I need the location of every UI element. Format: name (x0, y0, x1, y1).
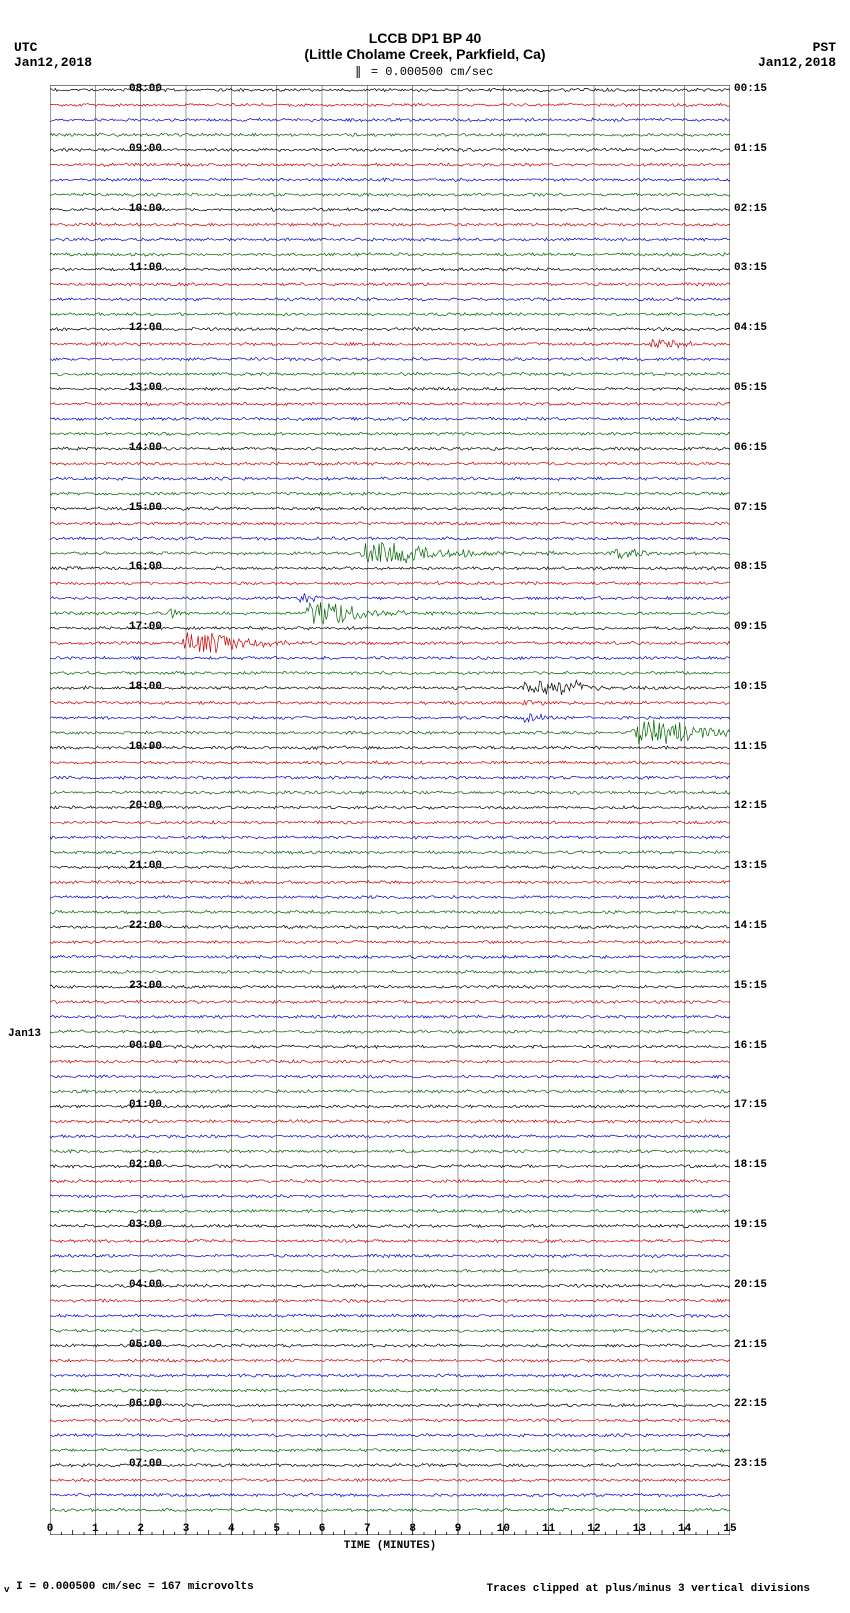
time-label-left: 06:00 (8, 1398, 162, 1410)
x-tick-label: 14 (678, 1523, 691, 1535)
x-tick-label: 13 (633, 1523, 646, 1535)
scale-legend-text: = 0.000500 cm/sec (371, 65, 493, 79)
time-label-right: 13:15 (734, 860, 767, 872)
time-label-right: 17:15 (734, 1099, 767, 1111)
x-tick-label: 5 (273, 1523, 280, 1535)
chart-header: LCCB DP1 BP 40 (Little Cholame Creek, Pa… (0, 30, 850, 62)
time-label-right: 04:15 (734, 322, 767, 334)
time-label-right: 07:15 (734, 502, 767, 514)
scale-legend: = 0.000500 cm/sec (357, 65, 494, 79)
time-label-right: 11:15 (734, 741, 767, 753)
time-label-left: 15:00 (8, 502, 162, 514)
time-label-left: 11:00 (8, 262, 162, 274)
time-label-left: 04:00 (8, 1279, 162, 1291)
location-title: (Little Cholame Creek, Parkfield, Ca) (0, 46, 850, 62)
x-axis-ticks: 0123456789101112131415 (50, 1520, 730, 1540)
x-tick-label: 10 (497, 1523, 510, 1535)
x-tick-label: 1 (92, 1523, 99, 1535)
time-label-left: 20:00 (8, 800, 162, 812)
time-label-left: 01:00 (8, 1099, 162, 1111)
footer-scale-text: v I = 0.000500 cm/sec = 167 microvolts (4, 1581, 254, 1595)
midnight-date-label: Jan13 (8, 1028, 41, 1040)
tz-left-label: UTC (14, 40, 37, 55)
scale-bar-icon (357, 66, 360, 78)
time-label-left: 02:00 (8, 1159, 162, 1171)
x-tick-label: 7 (364, 1523, 371, 1535)
x-tick-label: 11 (542, 1523, 555, 1535)
x-tick-label: 9 (455, 1523, 462, 1535)
x-tick-label: 0 (47, 1523, 54, 1535)
x-tick-label: 3 (183, 1523, 190, 1535)
time-label-right: 10:15 (734, 681, 767, 693)
time-label-right: 06:15 (734, 442, 767, 454)
time-label-left: 16:00 (8, 561, 162, 573)
time-label-left: 21:00 (8, 860, 162, 872)
time-label-left: 05:00 (8, 1339, 162, 1351)
time-label-left: 13:00 (8, 382, 162, 394)
time-label-right: 14:15 (734, 920, 767, 932)
time-label-left: 23:00 (8, 980, 162, 992)
x-tick-label: 15 (723, 1523, 736, 1535)
time-label-left: 03:00 (8, 1219, 162, 1231)
time-label-right: 21:15 (734, 1339, 767, 1351)
time-label-right: 15:15 (734, 980, 767, 992)
time-label-right: 09:15 (734, 621, 767, 633)
time-label-right: 03:15 (734, 262, 767, 274)
time-label-right: 02:15 (734, 203, 767, 215)
x-axis-label: TIME (MINUTES) (50, 1540, 730, 1552)
x-tick-label: 8 (409, 1523, 416, 1535)
time-label-right: 00:15 (734, 83, 767, 95)
time-label-left: 08:00 (8, 83, 162, 95)
tz-right-label: PST (813, 40, 836, 55)
time-label-right: 16:15 (734, 1040, 767, 1052)
date-right-label: Jan12,2018 (758, 55, 836, 70)
station-title: LCCB DP1 BP 40 (0, 30, 850, 46)
x-tick-label: 4 (228, 1523, 235, 1535)
time-label-left: 14:00 (8, 442, 162, 454)
time-label-right: 05:15 (734, 382, 767, 394)
time-label-right: 20:15 (734, 1279, 767, 1291)
time-label-left: 22:00 (8, 920, 162, 932)
time-label-right: 22:15 (734, 1398, 767, 1410)
time-label-left: 09:00 (8, 143, 162, 155)
time-label-right: 23:15 (734, 1458, 767, 1470)
x-tick-label: 6 (319, 1523, 326, 1535)
x-tick-label: 12 (587, 1523, 600, 1535)
time-label-left: 07:00 (8, 1458, 162, 1470)
date-left-label: Jan12,2018 (14, 55, 92, 70)
time-label-right: 12:15 (734, 800, 767, 812)
seismograph-page: LCCB DP1 BP 40 (Little Cholame Creek, Pa… (0, 0, 850, 1613)
time-label-left: 10:00 (8, 203, 162, 215)
time-label-left: 18:00 (8, 681, 162, 693)
time-label-right: 08:15 (734, 561, 767, 573)
x-tick-label: 2 (137, 1523, 144, 1535)
time-label-left: 17:00 (8, 621, 162, 633)
time-label-right: 18:15 (734, 1159, 767, 1171)
time-label-left: 19:00 (8, 741, 162, 753)
footer-clip-text: Traces clipped at plus/minus 3 vertical … (487, 1583, 810, 1595)
time-label-left: 00:00 (8, 1040, 162, 1052)
time-label-right: 01:15 (734, 143, 767, 155)
time-label-left: 12:00 (8, 322, 162, 334)
time-label-right: 19:15 (734, 1219, 767, 1231)
